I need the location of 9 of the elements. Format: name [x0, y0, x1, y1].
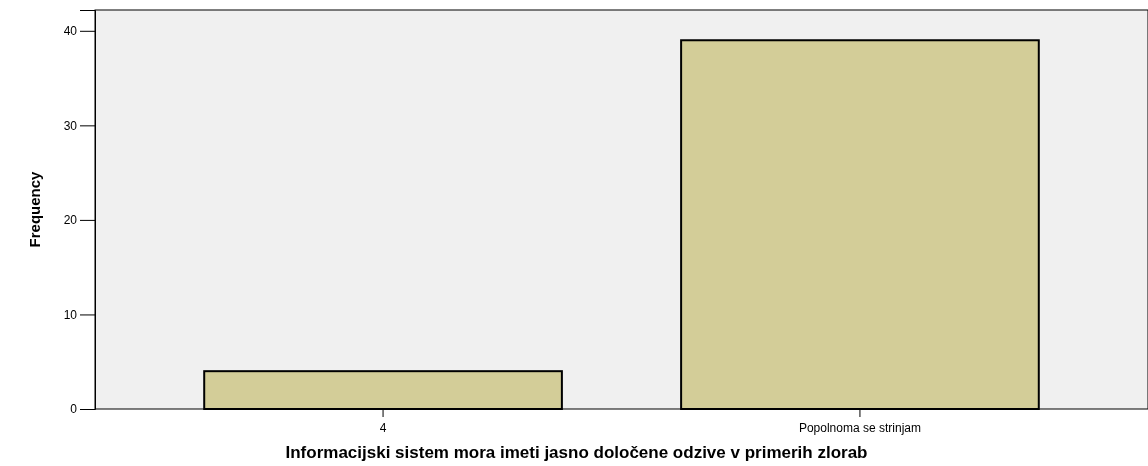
y-tick-label: 20	[63, 213, 78, 228]
x-tick-label: Popolnoma se strinjam	[798, 420, 921, 435]
y-tick-label: 40	[63, 24, 78, 39]
x-tick-label: 4	[379, 420, 387, 435]
y-tick-label: 10	[63, 307, 78, 322]
y-tick-label: 30	[63, 118, 78, 133]
x-axis-title: Informacijski sistem mora imeti jasno določene odzive v primerih zlorab	[285, 443, 868, 462]
y-axis-title: Frequency	[26, 170, 43, 248]
y-tick-label: 0	[70, 402, 78, 417]
